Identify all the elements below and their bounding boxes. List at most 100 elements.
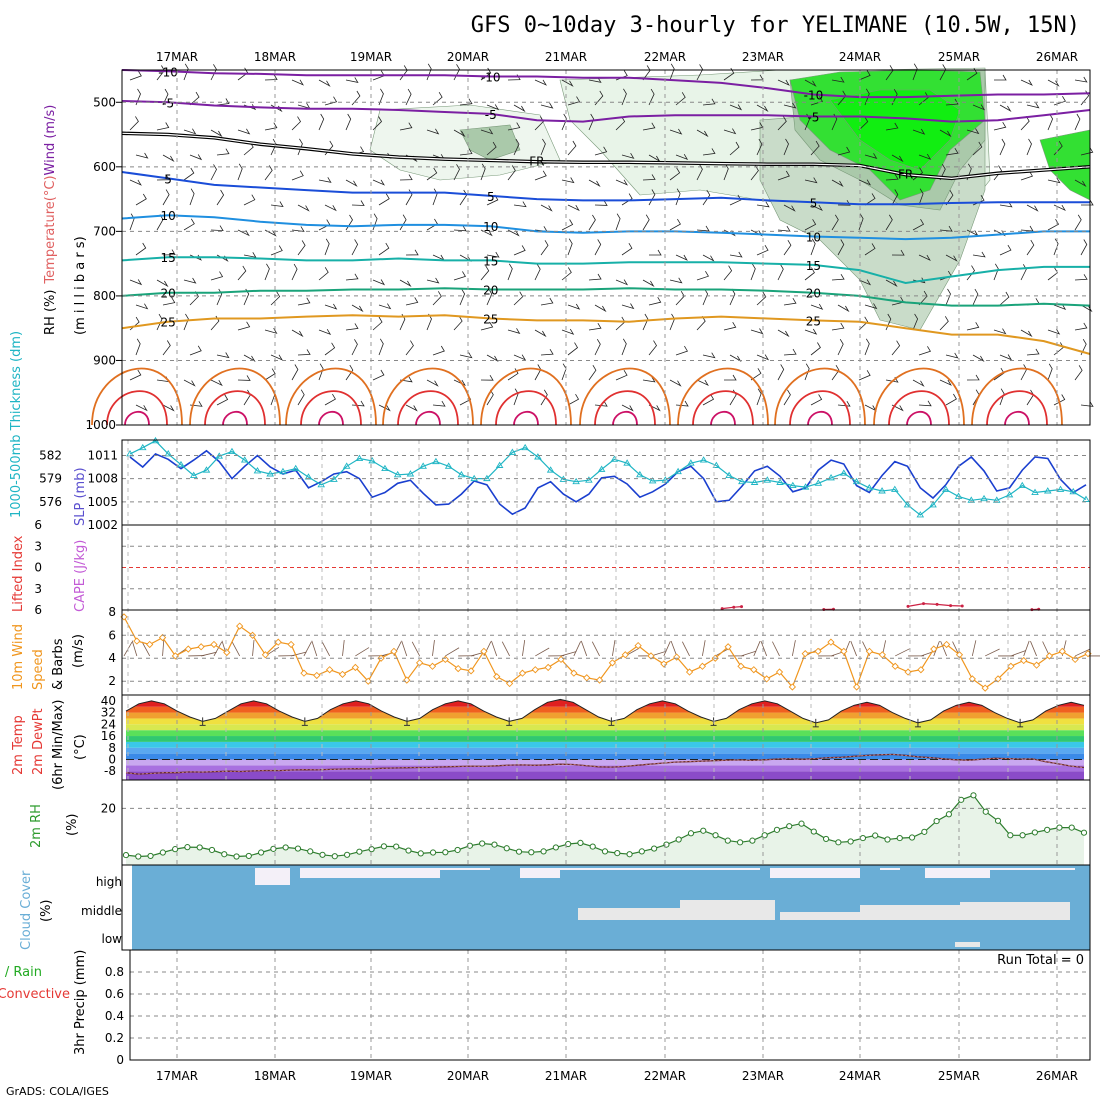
wind-barb — [615, 179, 628, 186]
rh2m-marker — [798, 820, 805, 827]
cloud-level-high: high — [96, 875, 122, 889]
precip-ytick-label: 0.2 — [105, 1031, 124, 1045]
chart-title: GFS 0~10day 3-hourly for YELIMANE (10.5W… — [471, 13, 1080, 38]
upper-air-panel: -10 -10 -10 -5 -5 -5 5 5 5 10 10 10 15 15 15 20 20 20 25 25… — [85, 63, 1094, 432]
slp-ytick-label: 1002 — [87, 518, 118, 532]
isotherm-30 — [285, 367, 377, 426]
rh2m-marker — [552, 844, 559, 851]
wind-barb — [756, 354, 770, 361]
thickness-marker — [903, 501, 912, 508]
rh2m-marker — [1056, 824, 1063, 831]
thickness-marker — [291, 464, 300, 472]
run-total: Run Total = 0 — [997, 953, 1084, 968]
rh2m-marker — [1044, 826, 1051, 833]
wind-barb — [702, 189, 711, 206]
wind-barb — [777, 364, 785, 381]
rh2m-marker — [417, 850, 424, 857]
rh2m-marker — [651, 845, 658, 852]
thickness-marker — [891, 485, 899, 492]
isotherm-30 — [677, 367, 769, 426]
wind10m-marker — [1071, 655, 1079, 664]
wind-barb — [156, 174, 170, 181]
rh2m-marker — [380, 843, 388, 850]
isotherm-30 — [873, 367, 965, 426]
wind-barb — [804, 328, 818, 335]
date-tick-top: 19MAR — [350, 50, 392, 64]
thickness-marker — [521, 443, 529, 451]
date-tick-top: 18MAR — [254, 50, 296, 64]
date-tick-bottom: 20MAR — [447, 1069, 489, 1083]
wind-barb — [777, 170, 790, 181]
cloud-high-gap — [880, 868, 900, 870]
isotherm-label: -5 — [807, 110, 819, 124]
wind-barb — [486, 104, 500, 111]
cloud-high-gap — [990, 868, 1075, 870]
wind-barb — [183, 277, 197, 284]
date-tick-bottom: 19MAR — [350, 1069, 392, 1083]
temp-band — [126, 759, 1084, 766]
isotherm-35 — [986, 390, 1048, 426]
wind-barb — [270, 201, 284, 207]
thickness-marker — [508, 448, 517, 455]
wind-barb — [189, 154, 203, 161]
wind-barb — [642, 313, 649, 331]
wind-barb — [426, 63, 432, 81]
wind-barb — [999, 388, 1005, 406]
wind10m-marker — [673, 653, 681, 661]
wind-barb — [432, 400, 446, 407]
wind-barb — [1081, 199, 1094, 206]
wind-barb — [1053, 238, 1059, 256]
wind-barb — [372, 316, 383, 331]
cloud-ylabel-2: (%) — [39, 900, 54, 923]
wind-barb — [756, 244, 769, 256]
wind10m-marker — [403, 676, 411, 684]
isotherm-label: -10 — [804, 89, 824, 103]
wind-barb — [588, 113, 595, 131]
wind-barb — [243, 194, 256, 206]
wind-barb — [669, 63, 675, 81]
upper-air-ylabel-temp-unit: (°C) — [43, 175, 58, 201]
upper-air-ylabel-mb: (m i l l i b a r s) — [73, 236, 88, 335]
thickness-marker — [801, 483, 810, 490]
wind10m-marker — [698, 662, 707, 670]
thickness-marker — [483, 474, 491, 482]
wind-barb — [972, 354, 985, 362]
wind-barb — [972, 141, 983, 156]
wind-barb — [264, 74, 278, 81]
wind-barb — [810, 342, 821, 356]
li-ytick-label: 3 — [34, 539, 42, 553]
isotherm-35 — [692, 390, 754, 426]
wind-barb — [567, 238, 573, 256]
wind-barb — [912, 379, 925, 387]
wind-barb — [837, 199, 851, 206]
wind-barb — [723, 265, 733, 281]
wind-barb — [480, 128, 494, 135]
wind-barb — [999, 291, 1010, 306]
date-tick-bottom: 18MAR — [254, 1069, 296, 1083]
cape-marker — [935, 602, 939, 606]
temp-ytick-label: -8 — [104, 764, 116, 778]
wind10m-barb — [591, 641, 600, 657]
wind-barb — [345, 364, 354, 381]
wind-barb — [864, 88, 870, 106]
wind-barb — [513, 245, 526, 256]
rh2m-ylabel-1: 2m RH — [29, 804, 44, 848]
wind10m-barb — [445, 647, 460, 657]
rh2m-marker — [221, 851, 228, 858]
rh2m-marker — [884, 836, 891, 843]
wind-barb — [648, 88, 655, 106]
wind-barb — [615, 279, 629, 286]
wind-barb — [237, 128, 251, 135]
precip-ytick-label: 0 — [116, 1053, 124, 1067]
rh2m-marker — [466, 842, 473, 849]
thickness-marker — [699, 456, 708, 463]
wind10m-marker — [840, 647, 848, 655]
temp-ytick-label: 16 — [101, 729, 116, 743]
isotherm-25 — [121, 314, 1091, 355]
wind-barb — [648, 189, 656, 206]
wind-barb — [723, 321, 737, 331]
wind-barb — [453, 315, 463, 331]
wind-barb — [318, 328, 332, 335]
wind-barb — [642, 174, 656, 181]
wind-barb — [480, 374, 494, 381]
